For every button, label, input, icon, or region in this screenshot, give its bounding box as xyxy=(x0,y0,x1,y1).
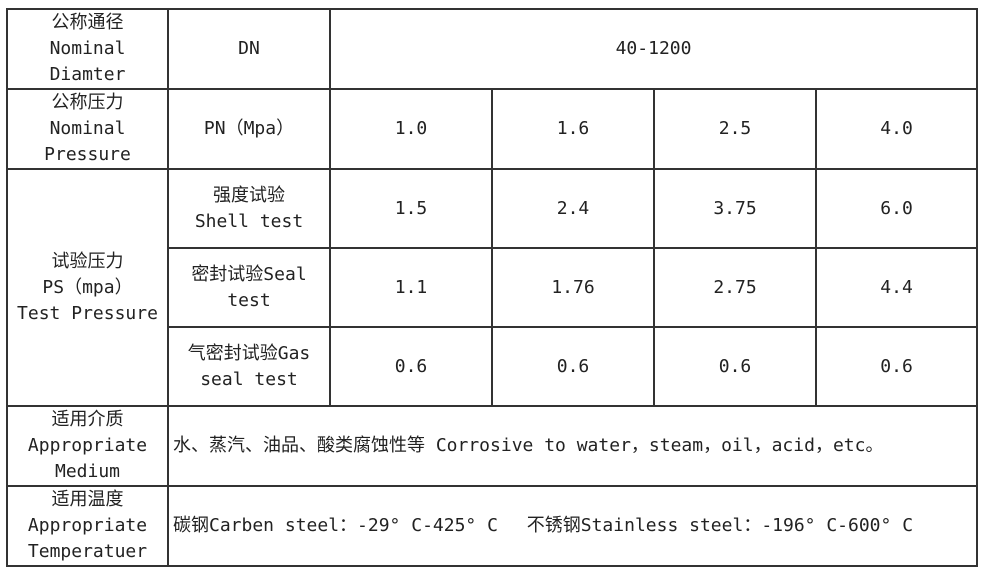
row-nominal-pressure: 公称压力 Nominal Pressure PN（Mpa） 1.0 1.6 2.… xyxy=(6,88,979,170)
cell-value: 3.75 xyxy=(653,168,817,249)
row-seal-test: 密封试验Seal test 1.1 1.76 2.75 4.4 xyxy=(7,247,979,328)
sub-label-en: Shell test xyxy=(194,210,304,232)
label-en: PS（mpa） xyxy=(42,276,133,298)
sub-label-cn: 密封试验Seal xyxy=(191,263,307,285)
cell-value: 4.4 xyxy=(814,247,979,328)
value-medium: 水、蒸汽、油品、酸类腐蚀性等 Corrosive to water，steam，… xyxy=(166,405,979,487)
cell-value: 1.1 xyxy=(329,247,493,328)
cell-value: 0.6 xyxy=(653,326,817,407)
sub-label-cn: 气密封试验Gas xyxy=(187,342,311,364)
label-cn: 适用温度 xyxy=(51,489,124,510)
label-en: Temperatuer xyxy=(27,541,148,562)
sub-label: 密封试验Seal test xyxy=(167,247,331,328)
row-gas-seal-test: 气密封试验Gas seal test 0.6 0.6 0.6 0.6 xyxy=(7,326,979,407)
cell-value: 2.4 xyxy=(491,168,655,249)
label-en: Diamter xyxy=(49,64,126,85)
sub-label-cn: 强度试验 xyxy=(213,184,285,206)
cell-value: 1.0 xyxy=(329,88,493,170)
label-cn: 适用介质 xyxy=(51,409,124,430)
label-en: Medium xyxy=(54,461,121,482)
label-nominal-pressure: 公称压力 Nominal Pressure xyxy=(6,88,169,170)
label-medium: 适用介质 Appropriate Medium xyxy=(6,405,169,487)
sub-label-en: seal test xyxy=(200,368,298,390)
cell-value: 1.76 xyxy=(491,247,655,328)
label-en: Nominal xyxy=(49,118,126,139)
cell-value: 1.5 xyxy=(329,168,493,249)
sub-label: 强度试验 Shell test xyxy=(167,168,331,249)
unit-dn: DN xyxy=(167,8,331,90)
label-temperature: 适用温度 Appropriate Temperatuer xyxy=(6,485,169,567)
cell-value: 0.6 xyxy=(491,326,655,407)
label-test-pressure: 试验压力 PS（mpa） Test Pressure xyxy=(6,168,169,407)
cell-value: 4.0 xyxy=(814,88,979,170)
label-cn: 公称压力 xyxy=(51,92,124,113)
label-cn: 试验压力 xyxy=(51,250,124,272)
specification-table: 公称通径 Nominal Diamter DN 40-1200 公称压力 Nom… xyxy=(6,8,979,567)
value-temperature: 碳钢Carben steel：-29° C-425° C 不锈钢Stainles… xyxy=(166,485,979,567)
cell-value: 0.6 xyxy=(329,326,493,407)
label-en: Appropriate xyxy=(27,515,148,536)
sub-label: 气密封试验Gas seal test xyxy=(167,326,331,407)
unit-pn: PN（Mpa） xyxy=(167,88,331,170)
row-temperature: 适用温度 Appropriate Temperatuer 碳钢Carben st… xyxy=(6,485,979,567)
sub-label-en: test xyxy=(227,289,271,311)
label-cn: 公称通径 xyxy=(51,12,124,33)
label-en: Nominal xyxy=(49,38,126,59)
value-dn: 40-1200 xyxy=(328,8,979,90)
cell-value: 1.6 xyxy=(491,88,655,170)
label-nominal-diameter: 公称通径 Nominal Diamter xyxy=(6,8,169,90)
label-en: Appropriate xyxy=(27,435,148,456)
label-en: Pressure xyxy=(44,144,131,165)
row-medium: 适用介质 Appropriate Medium 水、蒸汽、油品、酸类腐蚀性等 C… xyxy=(6,405,979,487)
label-en: Test Pressure xyxy=(17,302,158,324)
cell-value: 2.75 xyxy=(653,247,817,328)
cell-value: 2.5 xyxy=(653,88,817,170)
row-shell-test: 试验压力 PS（mpa） Test Pressure 强度试验 Shell te… xyxy=(6,168,979,407)
row-nominal-diameter: 公称通径 Nominal Diamter DN 40-1200 xyxy=(6,8,979,90)
cell-value: 6.0 xyxy=(814,168,979,249)
cell-value: 0.6 xyxy=(814,326,979,407)
